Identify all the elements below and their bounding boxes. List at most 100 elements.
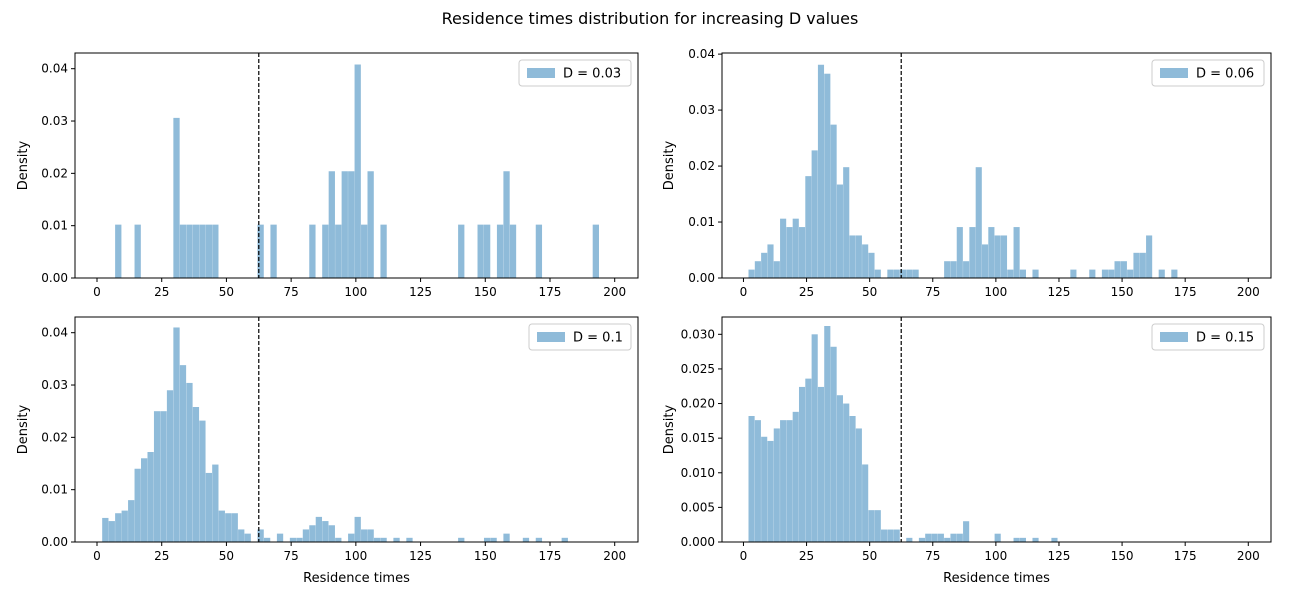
histogram-bar bbox=[380, 224, 387, 278]
histogram-bar bbox=[1108, 269, 1115, 278]
y-tick-label: 0.02 bbox=[688, 159, 715, 173]
histogram-bar bbox=[276, 533, 284, 542]
histogram-bar bbox=[522, 537, 530, 542]
histogram-bar bbox=[874, 510, 881, 542]
axes-frame bbox=[74, 316, 639, 543]
histogram-bar bbox=[817, 64, 825, 278]
histogram-bar bbox=[231, 513, 238, 542]
y-tick-label: 0.01 bbox=[41, 219, 68, 233]
y-axis-label: Density bbox=[662, 140, 677, 190]
histogram-bar bbox=[944, 261, 951, 278]
y-tick-label: 0.03 bbox=[688, 103, 715, 117]
y-axis-label: Density bbox=[16, 404, 31, 454]
axes-frame bbox=[74, 52, 639, 279]
legend-box bbox=[528, 323, 632, 351]
histogram-bar bbox=[483, 224, 491, 278]
histogram-bar bbox=[887, 269, 894, 278]
histogram-bar bbox=[179, 365, 187, 542]
x-tick-label: 100 bbox=[344, 285, 367, 299]
y-axis-label: Density bbox=[662, 404, 677, 454]
histogram-bar bbox=[1007, 269, 1014, 278]
x-tick-label: 25 bbox=[154, 285, 169, 299]
histogram-bar bbox=[843, 167, 850, 278]
histogram-bar bbox=[956, 533, 963, 542]
x-tick-label: 150 bbox=[1111, 549, 1134, 563]
histogram-bar bbox=[1013, 537, 1020, 542]
histogram-bar bbox=[767, 244, 774, 278]
x-tick-label: 50 bbox=[219, 285, 234, 299]
subplot-d-015: 0 25 50 75 100 125 150 175 200 0.000 0.005 0.010 0.0… bbox=[662, 316, 1272, 586]
histogram-bar bbox=[956, 227, 963, 278]
histogram-bar bbox=[817, 386, 825, 542]
histogram-bar bbox=[199, 420, 206, 542]
x-tick-label: 200 bbox=[1237, 285, 1260, 299]
histogram-bar bbox=[212, 464, 219, 542]
histogram-bar bbox=[975, 167, 982, 278]
histogram-bar bbox=[811, 334, 818, 542]
histogram-bar bbox=[205, 472, 213, 542]
x-tick-label: 125 bbox=[1048, 549, 1071, 563]
legend-box bbox=[1151, 59, 1265, 87]
histogram-bar bbox=[925, 533, 932, 542]
histogram-bar bbox=[748, 269, 755, 278]
x-tick-label: 150 bbox=[1111, 285, 1134, 299]
histogram-bar bbox=[849, 416, 856, 542]
x-tick-label: 175 bbox=[539, 549, 562, 563]
histogram-bar bbox=[199, 224, 206, 278]
y-tick-label: 0.020 bbox=[681, 397, 715, 411]
y-tick-label: 0.04 bbox=[41, 62, 68, 76]
x-tick-label: 25 bbox=[799, 285, 814, 299]
histogram-bar bbox=[141, 458, 148, 542]
histogram-bar bbox=[988, 227, 995, 278]
histogram-bar bbox=[1139, 252, 1146, 278]
histogram-bar bbox=[1019, 269, 1026, 278]
histogram-bar bbox=[173, 117, 180, 278]
histogram-bar bbox=[335, 224, 342, 278]
x-tick-label: 175 bbox=[1174, 285, 1197, 299]
x-tick-label: 0 bbox=[740, 549, 748, 563]
histogram-bar bbox=[1032, 537, 1039, 542]
histogram-bar bbox=[192, 407, 200, 542]
histogram-bar bbox=[830, 124, 837, 278]
histogram-bar bbox=[496, 224, 504, 278]
histogram-bar bbox=[969, 227, 976, 278]
histogram-bar bbox=[1158, 269, 1165, 278]
histogram-bar bbox=[1070, 269, 1077, 278]
x-tick-label: 0 bbox=[93, 285, 101, 299]
x-tick-label: 50 bbox=[219, 549, 234, 563]
histogram-bar bbox=[244, 533, 251, 542]
histogram-bar bbox=[906, 269, 913, 278]
histogram-bar bbox=[798, 227, 806, 278]
histogram-bar bbox=[786, 420, 793, 542]
x-tick-label: 75 bbox=[283, 285, 298, 299]
histogram-bar bbox=[981, 244, 989, 278]
x-tick-label: 100 bbox=[984, 285, 1007, 299]
histogram-bar bbox=[1013, 227, 1020, 278]
histogram-bar bbox=[160, 411, 167, 542]
histogram-bar bbox=[780, 218, 787, 278]
histogram-bar bbox=[786, 227, 793, 278]
histogram-bar bbox=[561, 537, 568, 542]
histogram-bar bbox=[328, 171, 335, 278]
y-tick-label: 0.005 bbox=[681, 500, 715, 514]
legend-swatch bbox=[1160, 332, 1188, 342]
histogram-bar bbox=[592, 224, 599, 278]
axes-frame bbox=[721, 316, 1272, 543]
histogram-bar bbox=[225, 513, 232, 542]
histogram-bar bbox=[328, 525, 335, 542]
histogram-bar bbox=[855, 428, 862, 542]
histogram-bar bbox=[1000, 235, 1008, 278]
histogram-bar bbox=[994, 533, 1001, 542]
histogram-bar bbox=[322, 224, 329, 278]
histogram-bar bbox=[836, 184, 843, 278]
y-tick-label: 0.025 bbox=[681, 362, 715, 376]
histogram-bar bbox=[893, 269, 900, 278]
histogram-bar bbox=[186, 224, 193, 278]
x-tick-label: 25 bbox=[799, 549, 814, 563]
histogram-bar bbox=[1089, 269, 1096, 278]
legend-swatch bbox=[1160, 68, 1188, 78]
histogram-bar bbox=[944, 537, 951, 542]
histogram-bar bbox=[309, 224, 316, 278]
histogram-bar bbox=[899, 269, 907, 278]
histogram-bar bbox=[1146, 235, 1153, 278]
